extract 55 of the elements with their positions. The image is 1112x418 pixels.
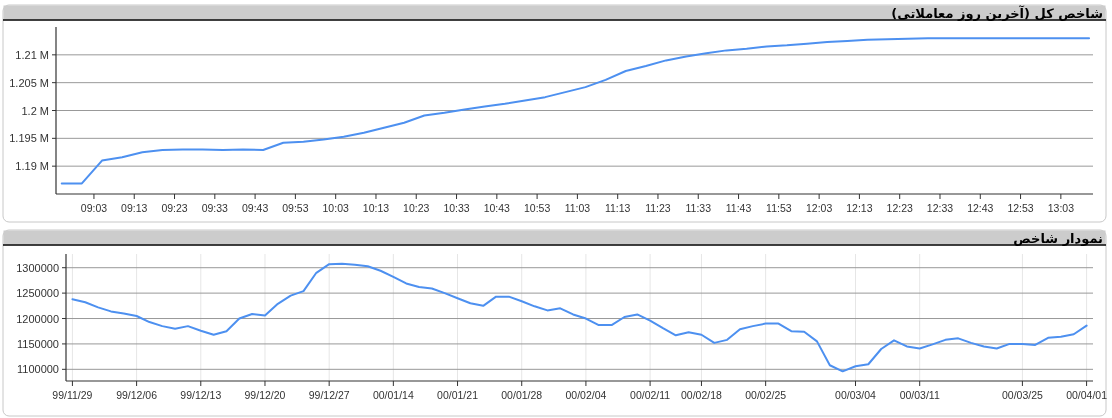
y-tick-label: 1.205 M [9, 76, 49, 89]
x-tick-label: 99/12/13 [180, 389, 222, 401]
x-tick-label: 12:43 [967, 202, 994, 214]
x-tick-label: 00/02/25 [745, 389, 787, 401]
x-tick-label: 00/01/14 [372, 389, 414, 401]
x-tick-label: 09:33 [201, 202, 229, 214]
x-tick-label: 09:53 [282, 202, 309, 214]
x-tick-label: 11:03 [564, 202, 591, 214]
x-tick-label: 10:23 [403, 202, 430, 214]
x-tick-label: 99/12/06 [116, 389, 158, 401]
x-tick-label: 09:23 [161, 202, 188, 214]
x-tick-label: 13:03 [1047, 202, 1075, 214]
x-tick-label: 00/03/11 [899, 389, 940, 401]
y-tick-label: 1300000 [16, 261, 59, 274]
line-series [71, 262, 1088, 373]
x-tick-label: 00/02/04 [565, 389, 607, 401]
chart-title: شاخص کل (آخرین روز معاملاتی) [891, 4, 1103, 21]
x-tick-label: 12:13 [846, 202, 873, 214]
x-tick-label: 10:43 [483, 202, 511, 214]
x-tick-label: 00/01/28 [501, 389, 543, 401]
x-tick-label: 00/04/01 [1066, 389, 1108, 401]
x-tick-label: 11:43 [725, 202, 752, 214]
x-tick-label: 09:13 [121, 202, 148, 214]
x-tick-label: 12:53 [1007, 202, 1034, 214]
x-tick-label: 00/02/11 [630, 389, 671, 401]
x-tick-label: 00/01/21 [437, 389, 479, 401]
x-tick-label: 12:03 [805, 202, 833, 214]
y-tick-label: 1.21 M [15, 48, 49, 61]
y-tick-label: 1200000 [16, 312, 59, 325]
x-tick-label: 12:23 [886, 202, 913, 214]
x-tick-label: 00/03/04 [835, 389, 877, 401]
x-tick-label: 09:03 [80, 202, 108, 214]
x-tick-label: 10:53 [523, 202, 551, 214]
x-tick-label: 00/02/18 [681, 389, 723, 401]
y-tick-label: 1.195 M [9, 132, 49, 145]
x-tick-label: 11:23 [645, 202, 671, 214]
x-tick-label: 10:03 [322, 202, 349, 214]
y-tick-label: 1.19 M [15, 160, 49, 173]
y-tick-label: 1250000 [16, 287, 59, 300]
y-tick-label: 1150000 [16, 337, 59, 350]
x-tick-label: 00/03/25 [1001, 389, 1043, 401]
line-series [60, 37, 1091, 185]
x-tick-label: 12:33 [926, 202, 954, 214]
x-tick-label: 99/12/20 [244, 389, 286, 401]
y-tick-label: 1100000 [16, 363, 59, 376]
chart-title: نمودار شاخص [1013, 230, 1103, 246]
x-tick-label: 11:33 [685, 202, 712, 214]
y-tick-label: 1.2 M [21, 104, 49, 117]
x-tick-label: 10:13 [362, 202, 390, 214]
x-tick-label: 99/11/29 [52, 389, 93, 401]
x-tick-label: 09:43 [241, 202, 269, 214]
x-tick-label: 11:13 [604, 202, 631, 214]
x-tick-label: 99/12/27 [308, 389, 350, 401]
x-tick-label: 10:33 [443, 202, 470, 214]
x-tick-label: 11:53 [766, 202, 792, 214]
